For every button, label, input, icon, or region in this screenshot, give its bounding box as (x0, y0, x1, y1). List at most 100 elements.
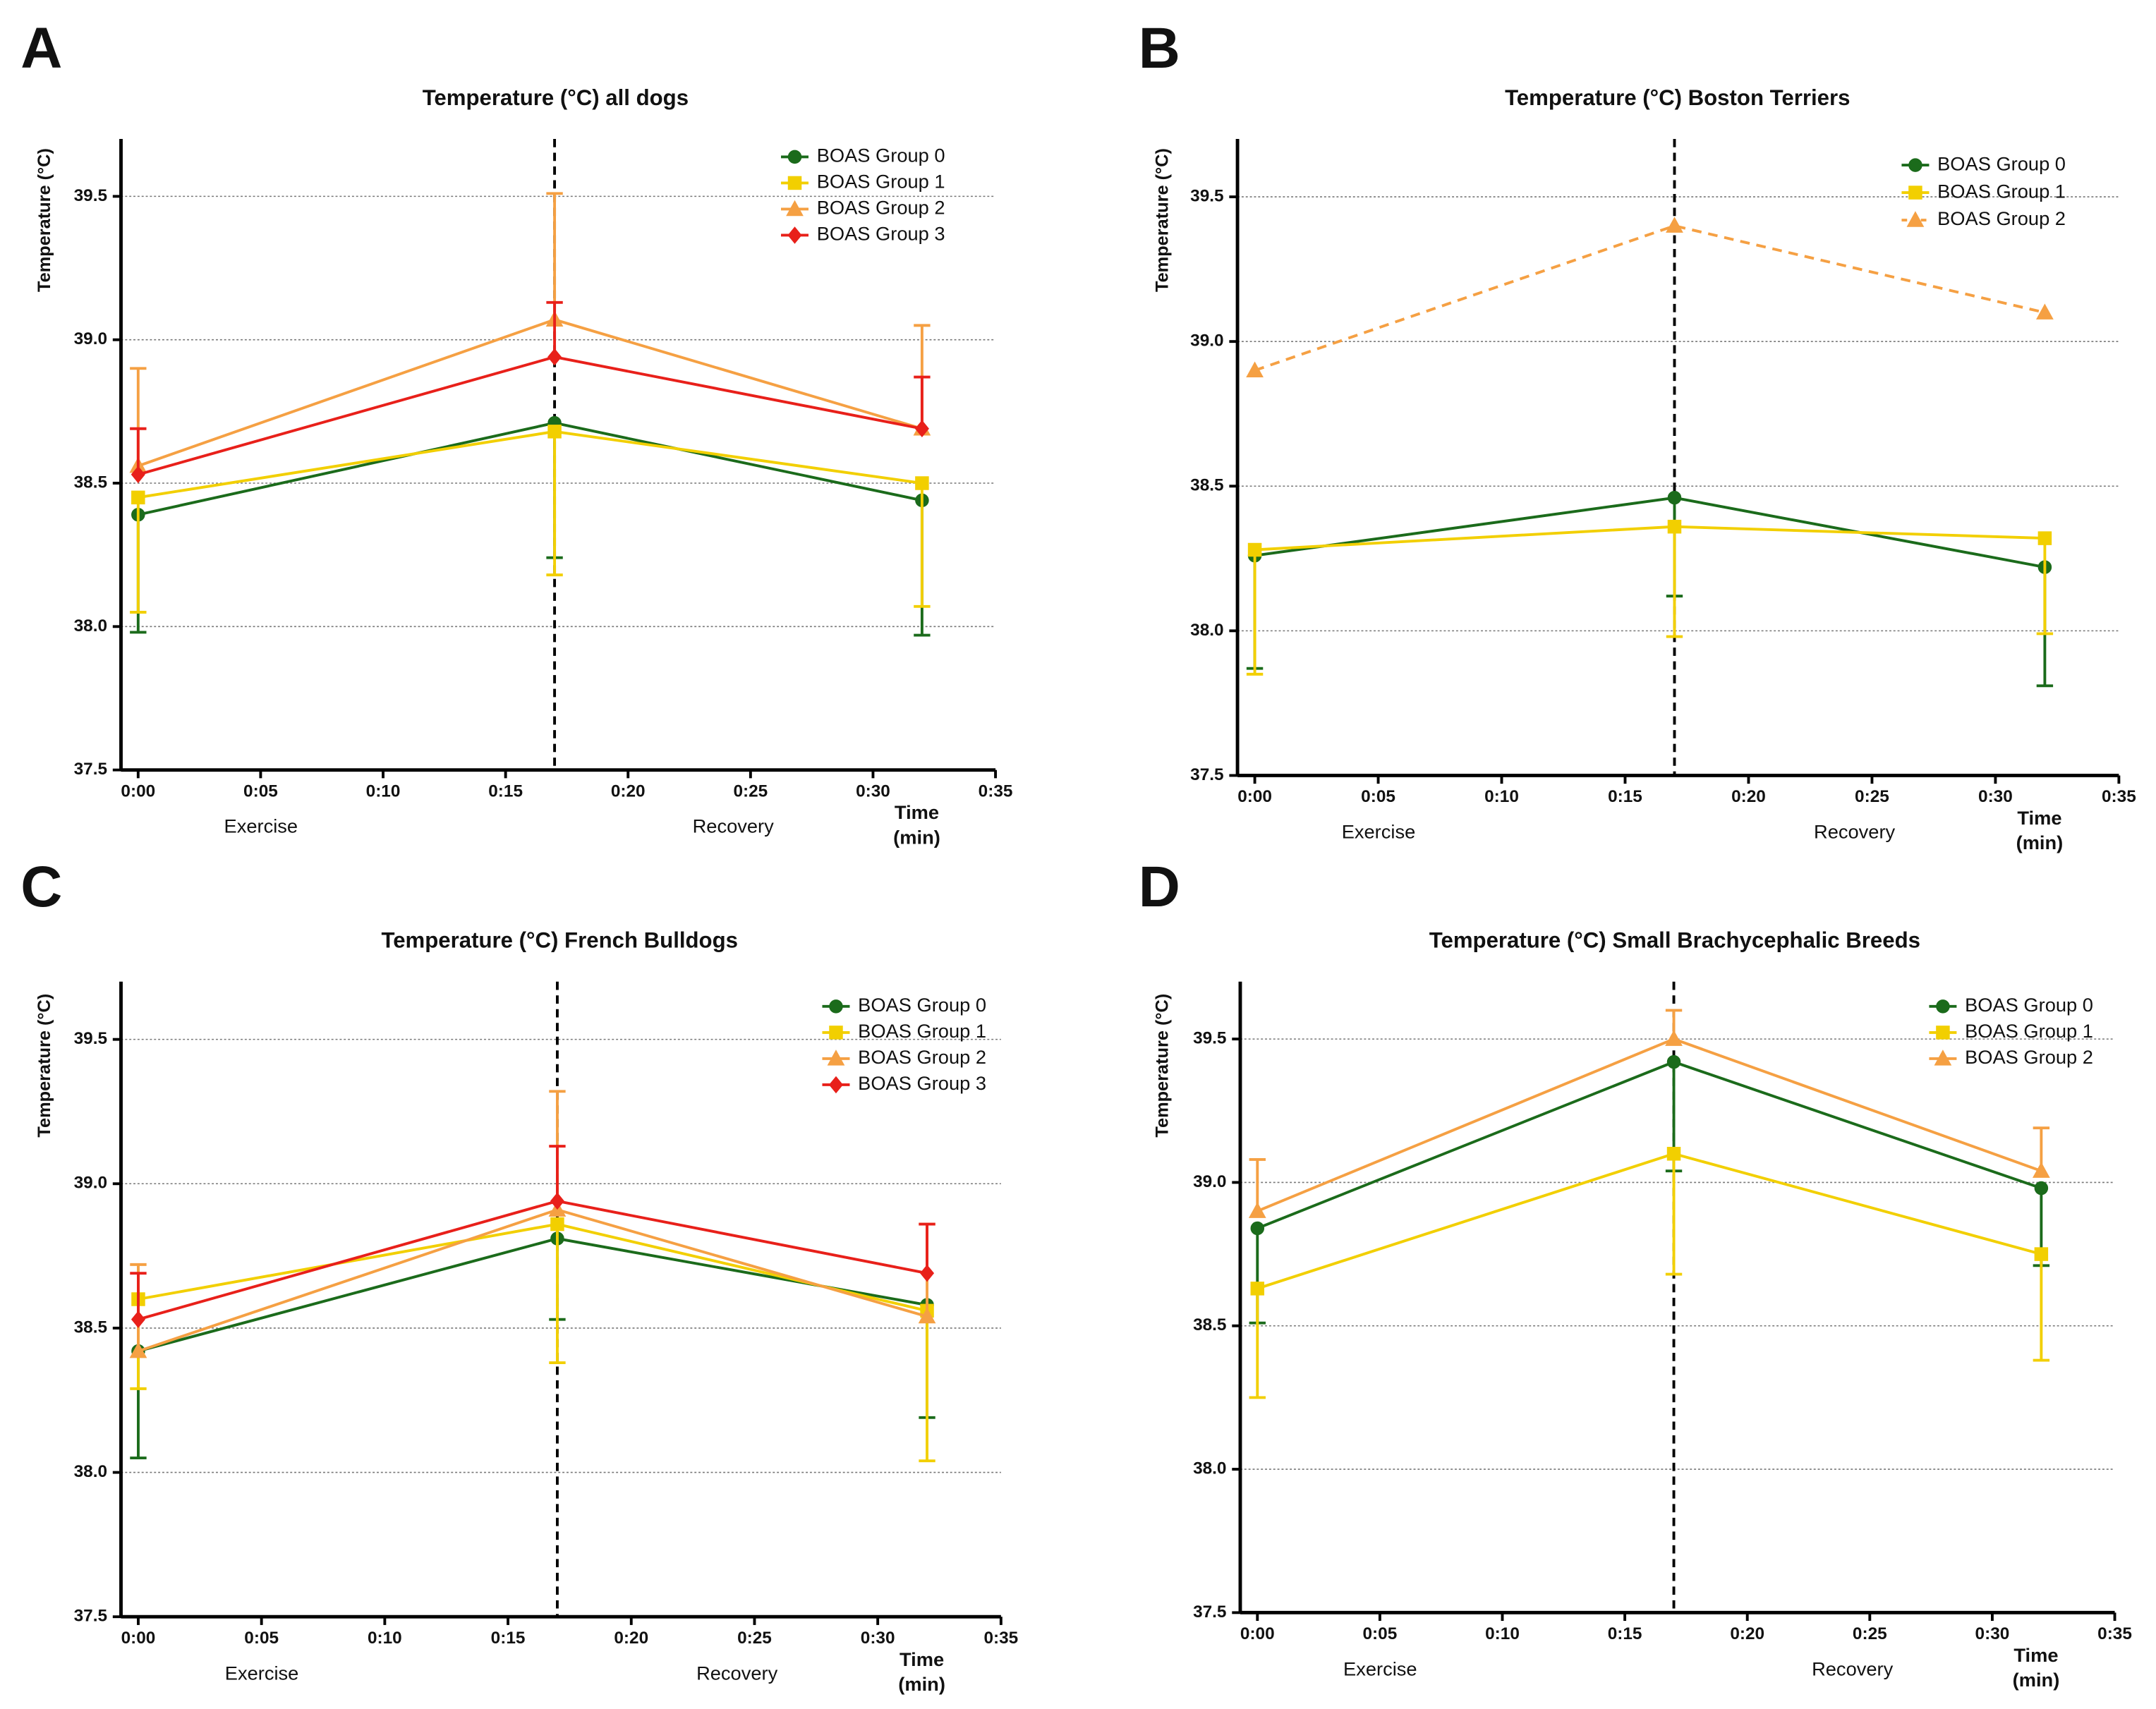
legend-label: BOAS Group 2 (1937, 207, 2066, 229)
y-tick-label: 37.5 (1193, 1602, 1226, 1622)
error-bar (1666, 526, 1683, 638)
x-tick-label: 0:30 (861, 1629, 895, 1648)
legend-label: BOAS Group 3 (858, 1072, 986, 1094)
chart-title: Temperature (°C) all dogs (423, 85, 689, 110)
y-axis-label: Temperature (°C) (35, 148, 54, 292)
x-tick-label: 0:05 (243, 781, 278, 801)
error-bar (549, 1145, 566, 1201)
panel-letter: D (1139, 855, 1180, 919)
y-tick-label: 38.5 (1193, 1315, 1226, 1334)
data-point (918, 1307, 936, 1324)
x-tick-label: 0:05 (1361, 787, 1395, 806)
y-tick-label: 39.0 (74, 1174, 107, 1193)
legend-label: BOAS Group 1 (1937, 180, 2066, 202)
x-tick-label: 0:15 (1608, 1624, 1642, 1643)
error-bar (546, 192, 563, 320)
phase-label: Exercise (1343, 1658, 1417, 1679)
panel-letter: A (20, 16, 62, 80)
x-tick-label: 0:20 (614, 1629, 648, 1648)
error-bar (914, 483, 931, 608)
data-point (920, 1264, 935, 1282)
x-tick-label: 0:25 (1855, 787, 1889, 806)
series-line (1254, 496, 2045, 569)
legend-marker (1908, 158, 1922, 172)
legend-marker (786, 200, 804, 217)
series-line (1254, 224, 2045, 372)
data-point (129, 1342, 147, 1358)
series-line (138, 355, 923, 476)
legend-label: BOAS Group 0 (858, 994, 986, 1016)
x-tick-label: 0:30 (1978, 787, 2013, 806)
panel-letter: B (1139, 16, 1180, 80)
data-point (131, 466, 145, 484)
data-point (547, 425, 562, 439)
legend-marker (787, 176, 802, 190)
error-bar (2036, 538, 2054, 635)
legend-marker (787, 226, 802, 244)
data-point (2034, 1181, 2049, 1196)
legend-marker (1934, 1050, 1952, 1066)
y-tick-label: 37.5 (74, 1607, 107, 1626)
x-tick-label: 0:30 (1975, 1624, 2010, 1643)
x-tick-label: 0:10 (1485, 1624, 1520, 1643)
y-tick-label: 39.0 (1193, 1172, 1226, 1191)
legend-label: BOAS Group 1 (858, 1020, 986, 1042)
panel: A Temperature (°C) all dogs Temperature (°… (20, 16, 1012, 848)
y-tick-label: 39.5 (74, 186, 107, 205)
data-point (547, 348, 562, 366)
x-tick-label: 0:35 (983, 1629, 1018, 1648)
error-bar (546, 300, 563, 358)
x-tick-label: 0:15 (491, 1629, 526, 1648)
x-tick-label: 0:00 (1240, 1624, 1275, 1643)
y-tick-label: 37.5 (1190, 765, 1223, 784)
data-point (1666, 1147, 1681, 1161)
legend-marker (1936, 1026, 1950, 1040)
error-bar (1665, 1153, 1683, 1276)
data-point (1246, 361, 1264, 377)
legend-marker (829, 999, 843, 1014)
x-tick-label: 0:15 (488, 781, 523, 801)
y-tick-label: 39.5 (1193, 1029, 1226, 1048)
x-tick-label: 0:05 (244, 1629, 279, 1648)
data-point (2034, 1247, 2049, 1261)
phase-label: Recovery (1812, 1658, 1894, 1679)
y-tick-label: 38.0 (1190, 621, 1223, 640)
data-point (2037, 531, 2052, 545)
y-tick-label: 38.5 (1190, 476, 1223, 495)
x-tick-label: 0:35 (2097, 1624, 2132, 1643)
y-tick-label: 38.5 (74, 473, 107, 492)
x-tick-label: 0:00 (121, 781, 155, 801)
chart-title: Temperature (°C) Small Brachycephalic Br… (1429, 928, 1920, 952)
x-axis-label: Time (2017, 807, 2061, 829)
legend-label: BOAS Group 0 (1937, 152, 2066, 174)
legend-marker (829, 1026, 843, 1040)
legend-label: BOAS Group 2 (817, 197, 945, 219)
error-bar (130, 497, 147, 614)
phase-label: Recovery (696, 1662, 778, 1684)
x-tick-label: 0:00 (121, 1629, 156, 1648)
x-tick-label: 0:10 (366, 781, 401, 801)
x-tick-label: 0:10 (1484, 787, 1519, 806)
phase-label: Exercise (224, 815, 298, 837)
x-tick-label: 0:20 (611, 781, 646, 801)
x-axis-label: (min) (2013, 1669, 2060, 1691)
data-point (550, 1192, 564, 1210)
error-bar (549, 1224, 566, 1364)
y-axis-label: Temperature (°C) (35, 994, 54, 1138)
data-point (2036, 303, 2054, 320)
data-point (2032, 1162, 2050, 1178)
error-bar (919, 1310, 935, 1463)
data-point (915, 476, 929, 490)
series-line (1256, 1060, 2042, 1230)
error-bar (1246, 549, 1264, 676)
phase-label: Recovery (1814, 820, 1896, 842)
y-tick-label: 37.5 (74, 760, 107, 779)
y-tick-label: 39.5 (1190, 187, 1223, 206)
x-tick-label: 0:35 (979, 781, 1013, 801)
y-axis-label: Temperature (°C) (1153, 994, 1173, 1138)
x-tick-label: 0:25 (1853, 1624, 1887, 1643)
y-tick-label: 38.5 (74, 1318, 107, 1337)
y-tick-label: 39.5 (74, 1029, 107, 1048)
phase-label: Recovery (693, 815, 775, 837)
